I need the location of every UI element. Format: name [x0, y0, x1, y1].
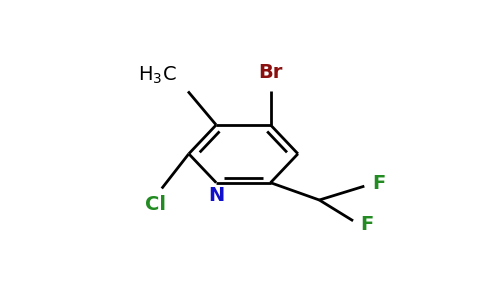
Text: N: N — [208, 186, 224, 205]
Text: Br: Br — [258, 63, 283, 82]
Text: F: F — [372, 174, 385, 193]
Text: $\mathregular{H_3C}$: $\mathregular{H_3C}$ — [138, 64, 177, 86]
Text: F: F — [360, 215, 373, 234]
Text: Cl: Cl — [145, 195, 166, 214]
